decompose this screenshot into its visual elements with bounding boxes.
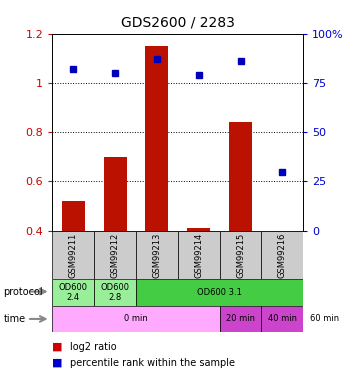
Bar (136, 279, 303, 306)
Bar (52, 306, 219, 332)
Text: ■: ■ (52, 342, 63, 352)
Bar (104, 157, 127, 231)
Bar (219, 231, 261, 279)
Bar (178, 231, 219, 279)
Text: time: time (4, 314, 26, 324)
Text: 20 min: 20 min (226, 314, 255, 323)
Text: 0 min: 0 min (124, 314, 148, 323)
Bar (219, 306, 261, 332)
Bar (52, 231, 94, 279)
Bar (62, 201, 85, 231)
Text: OD600 3.1: OD600 3.1 (197, 288, 242, 297)
Text: ■: ■ (52, 358, 63, 368)
Text: percentile rank within the sample: percentile rank within the sample (70, 358, 235, 368)
Bar (187, 228, 210, 231)
Text: OD600
2.4: OD600 2.4 (59, 283, 88, 302)
Text: GSM99213: GSM99213 (152, 232, 161, 278)
Bar (94, 231, 136, 279)
Text: 60 min: 60 min (310, 314, 339, 323)
Bar (52, 279, 94, 306)
Bar (303, 306, 345, 332)
Text: GSM99212: GSM99212 (110, 232, 119, 278)
Bar (145, 46, 168, 231)
Text: protocol: protocol (4, 287, 43, 297)
Title: GDS2600 / 2283: GDS2600 / 2283 (121, 16, 235, 30)
Text: GSM99216: GSM99216 (278, 232, 287, 278)
Bar (94, 279, 136, 306)
Bar (261, 306, 303, 332)
Text: GSM99215: GSM99215 (236, 232, 245, 278)
Bar (261, 231, 303, 279)
Text: OD600
2.8: OD600 2.8 (101, 283, 130, 302)
Text: GSM99214: GSM99214 (194, 232, 203, 278)
Bar (229, 122, 252, 231)
Text: GSM99211: GSM99211 (69, 232, 78, 278)
Text: 40 min: 40 min (268, 314, 297, 323)
Bar (136, 231, 178, 279)
Text: log2 ratio: log2 ratio (70, 342, 117, 352)
